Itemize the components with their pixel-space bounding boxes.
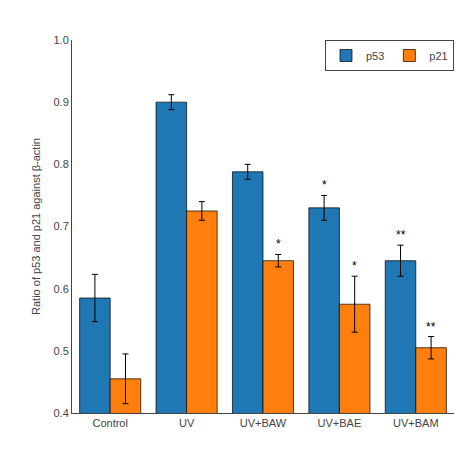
svg-text:Ratio of p53 and p21 against β: Ratio of p53 and p21 against β-actin	[30, 138, 42, 315]
svg-text:*: *	[276, 237, 281, 251]
svg-text:0.6: 0.6	[54, 283, 69, 295]
svg-text:UV+BAM: UV+BAM	[393, 417, 439, 429]
svg-text:0.7: 0.7	[54, 220, 69, 232]
svg-text:**: **	[426, 320, 436, 334]
svg-text:0.9: 0.9	[54, 96, 69, 108]
svg-text:UV: UV	[179, 417, 195, 429]
svg-text:1.0: 1.0	[54, 34, 69, 46]
svg-text:**: **	[396, 228, 406, 242]
svg-text:0.4: 0.4	[54, 407, 69, 419]
svg-text:*: *	[322, 178, 327, 192]
svg-text:p21: p21	[429, 50, 447, 62]
svg-text:0.5: 0.5	[54, 345, 69, 357]
svg-text:UV+BAE: UV+BAE	[318, 417, 362, 429]
svg-text:0.8: 0.8	[54, 158, 69, 170]
svg-text:Control: Control	[92, 417, 127, 429]
svg-text:*: *	[352, 259, 357, 273]
svg-text:p53: p53	[366, 50, 384, 62]
svg-text:UV+BAW: UV+BAW	[240, 417, 287, 429]
